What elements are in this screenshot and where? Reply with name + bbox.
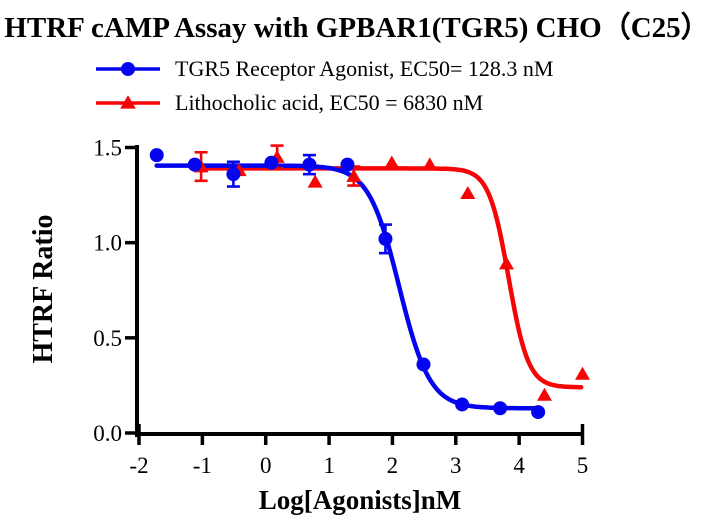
data-point-triangle — [574, 366, 590, 380]
data-point-triangle — [307, 174, 323, 188]
data-point-triangle — [384, 155, 400, 169]
data-point-triangle — [346, 168, 362, 182]
legend-item-lithocholic-acid: Lithocholic acid, EC50 = 6830 nM — [95, 86, 483, 120]
y-tick-label: 0.0 — [93, 421, 122, 446]
data-point-circle — [531, 405, 546, 420]
fit-curve-lithocholic-acid — [198, 166, 584, 390]
data-point-triangle — [498, 256, 514, 270]
axes — [135, 145, 584, 437]
data-point-circle — [493, 401, 508, 416]
x-tick-label: 4 — [513, 453, 525, 478]
legend-label: Lithocholic acid, EC50 = 6830 nM — [175, 90, 484, 115]
y-axis-ticks: 0.0 0.5 1.0 1.5 — [93, 136, 135, 446]
y-tick-label: 0.5 — [93, 326, 122, 351]
data-point-circle — [340, 157, 355, 172]
fit-curve-tgr5-receptor-agonist — [154, 163, 540, 411]
data-point-triangle — [422, 157, 438, 171]
x-tick-label: 0 — [260, 453, 272, 478]
legend-item-tgr5-agonist: TGR5 Receptor Agonist, EC50= 128.3 nM — [95, 52, 553, 86]
legend-marker-triangle-icon — [96, 95, 160, 109]
x-tick-label: 1 — [323, 453, 335, 478]
legend-label: TGR5 Receptor Agonist, EC50= 128.3 nM — [175, 56, 554, 81]
data-point-circle — [149, 148, 164, 163]
data-point-triangle — [536, 387, 552, 401]
x-axis-title: Log[Agonists]nM — [259, 485, 462, 515]
x-tick-label: 2 — [387, 453, 399, 478]
data-point-circle — [226, 167, 241, 182]
x-tick-label: 3 — [450, 453, 462, 478]
data-point-circle — [302, 157, 317, 172]
x-tick-label: 5 — [577, 453, 589, 478]
data-point-triangle — [460, 185, 476, 199]
data-point-circle — [264, 155, 279, 170]
data-point-circle — [187, 157, 202, 172]
x-tick-label: -1 — [193, 453, 212, 478]
data-point-circle — [378, 231, 393, 246]
x-tick-label: -2 — [129, 453, 148, 478]
y-tick-label: 1.0 — [93, 231, 122, 256]
data-point-circle — [455, 397, 470, 412]
data-point-circle — [416, 357, 431, 372]
x-axis-ticks: -2 -1 0 1 2 3 4 5 — [129, 424, 588, 478]
y-axis-title: HTRF Ratio — [28, 214, 59, 363]
series-tgr5-receptor-agonist — [149, 148, 546, 420]
legend-marker-circle-icon — [96, 62, 160, 76]
chart-title: HTRF cAMP Assay with GPBAR1(TGR5) CHO（C2… — [4, 12, 710, 44]
y-tick-label: 1.5 — [93, 136, 122, 161]
